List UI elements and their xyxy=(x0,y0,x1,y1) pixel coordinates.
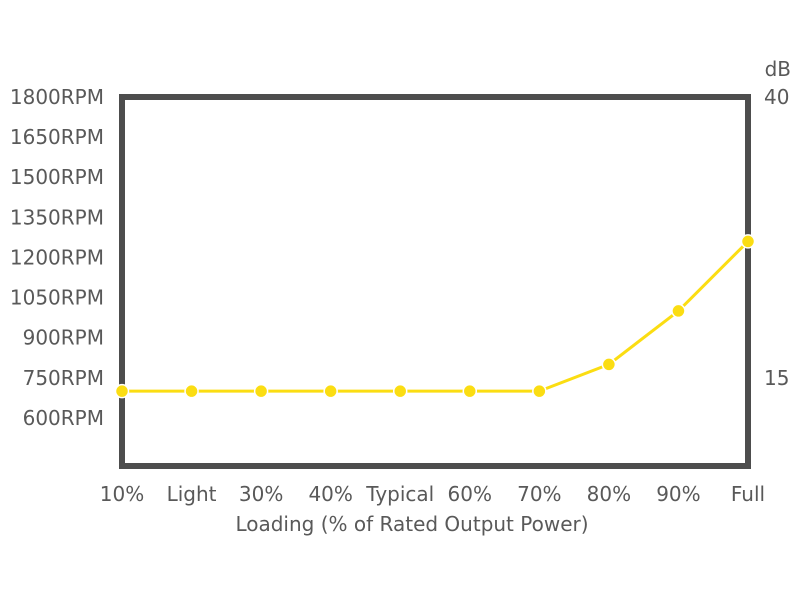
x-tick-label: 60% xyxy=(448,482,492,506)
plot-frame xyxy=(119,94,751,469)
x-tick-label: 30% xyxy=(239,482,283,506)
x-tick-label: 80% xyxy=(587,482,631,506)
data-point xyxy=(532,383,547,399)
y-tick-label: 1800RPM xyxy=(10,85,104,109)
y-tick-label: 1350RPM xyxy=(10,205,104,229)
data-point xyxy=(392,383,408,399)
y2-tick-label: 40 xyxy=(764,85,789,109)
data-point xyxy=(114,383,130,399)
y-tick-label: 1650RPM xyxy=(10,125,104,149)
data-point xyxy=(253,383,269,399)
y-tick-label: 900RPM xyxy=(23,326,104,350)
x-axis-title: Loading (% of Rated Output Power) xyxy=(235,512,588,536)
y-tick-label: 750RPM xyxy=(23,366,104,390)
x-tick-label: 90% xyxy=(656,482,700,506)
data-point xyxy=(740,234,756,249)
series-line xyxy=(122,240,750,393)
y-tick-label: 1050RPM xyxy=(10,286,104,310)
y2-tick-label: 15 xyxy=(764,366,789,390)
y2-axis-title: dB xyxy=(765,57,791,81)
x-tick-label: Typical xyxy=(365,482,434,506)
x-tick-label: 70% xyxy=(517,482,561,506)
data-point xyxy=(601,357,617,372)
x-tick-label: 40% xyxy=(308,482,352,506)
y-tick-label: 1500RPM xyxy=(10,165,104,189)
data-point xyxy=(671,303,686,319)
x-tick-label: 10% xyxy=(100,482,144,506)
x-tick-label: Light xyxy=(167,482,217,506)
x-tick-label: Full xyxy=(731,482,765,506)
data-point xyxy=(184,383,199,399)
data-point xyxy=(323,383,338,399)
y-tick-label: 600RPM xyxy=(23,406,104,430)
data-point xyxy=(462,383,478,399)
y-tick-label: 1200RPM xyxy=(10,245,104,269)
